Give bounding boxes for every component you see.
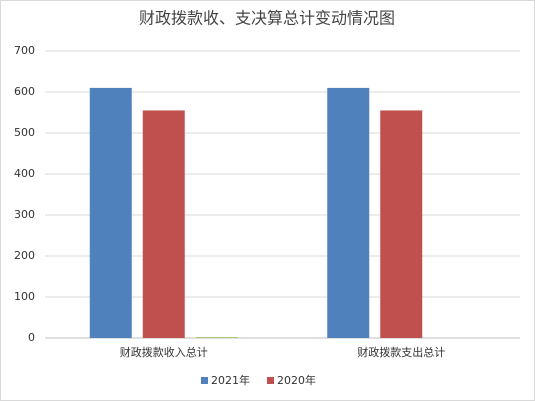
y-tick-label: 100 — [14, 290, 35, 303]
y-tick-label: 0 — [28, 331, 35, 344]
legend-label: 2021年 — [211, 373, 250, 387]
x-tick-label: 财政拨款收入总计 — [120, 345, 208, 359]
legend-label: 2020年 — [277, 373, 316, 387]
y-tick-label: 500 — [14, 126, 35, 139]
y-tick-label: 400 — [14, 167, 35, 180]
bar — [142, 110, 185, 338]
y-tick-label: 700 — [14, 44, 35, 57]
y-tick-label: 600 — [14, 85, 35, 98]
y-tick-label: 200 — [14, 249, 35, 262]
bar — [380, 110, 423, 338]
chart-title: 财政拨款收、支决算总计变动情况图 — [139, 9, 395, 28]
bar — [327, 87, 370, 339]
legend-swatch — [267, 377, 274, 384]
bar — [195, 337, 238, 338]
x-tick-label: 财政拨款支出总计 — [357, 345, 445, 359]
bar — [89, 87, 132, 339]
y-tick-label: 300 — [14, 208, 35, 221]
legend-swatch — [201, 377, 208, 384]
